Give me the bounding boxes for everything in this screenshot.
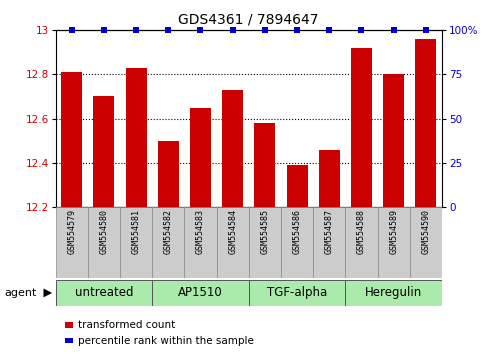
Text: GSM554579: GSM554579	[67, 209, 76, 254]
Bar	[190, 108, 211, 207]
Bar	[222, 90, 243, 207]
Bar	[345, 207, 378, 278]
Text: GSM554581: GSM554581	[131, 209, 141, 254]
Bar	[286, 165, 308, 207]
Text: AP1510: AP1510	[178, 286, 223, 299]
Bar	[56, 207, 88, 278]
Text: GSM554580: GSM554580	[99, 209, 108, 254]
Bar	[255, 123, 275, 207]
Bar	[383, 74, 404, 207]
Bar	[351, 48, 372, 207]
Bar	[345, 280, 442, 306]
Text: untreated: untreated	[74, 286, 133, 299]
Text: GSM554584: GSM554584	[228, 209, 237, 254]
Text: percentile rank within the sample: percentile rank within the sample	[78, 336, 254, 346]
Bar	[410, 207, 442, 278]
Text: agent: agent	[5, 288, 37, 298]
Bar	[126, 68, 146, 207]
Polygon shape	[43, 289, 52, 297]
Text: GSM554587: GSM554587	[325, 209, 334, 254]
Bar	[249, 207, 281, 278]
Bar	[319, 149, 340, 207]
Bar	[313, 207, 345, 278]
Text: GSM554586: GSM554586	[293, 209, 301, 254]
Text: GSM554585: GSM554585	[260, 209, 270, 254]
Text: TGF-alpha: TGF-alpha	[267, 286, 327, 299]
Bar	[88, 207, 120, 278]
Bar	[93, 97, 114, 207]
Bar	[185, 207, 216, 278]
Text: GSM554583: GSM554583	[196, 209, 205, 254]
Text: GSM554589: GSM554589	[389, 209, 398, 254]
Bar	[216, 207, 249, 278]
Text: GSM554582: GSM554582	[164, 209, 173, 254]
Bar	[61, 72, 82, 207]
Bar	[120, 207, 152, 278]
Text: transformed count: transformed count	[78, 320, 175, 330]
Bar	[249, 280, 345, 306]
Bar	[378, 207, 410, 278]
Bar	[415, 39, 436, 207]
Text: GSM554588: GSM554588	[357, 209, 366, 254]
Bar	[281, 207, 313, 278]
Text: GSM554590: GSM554590	[421, 209, 430, 254]
Bar	[56, 280, 152, 306]
Text: Heregulin: Heregulin	[365, 286, 422, 299]
Bar	[152, 280, 249, 306]
Bar	[158, 141, 179, 207]
Title: GDS4361 / 7894647: GDS4361 / 7894647	[179, 12, 319, 26]
Bar	[152, 207, 185, 278]
